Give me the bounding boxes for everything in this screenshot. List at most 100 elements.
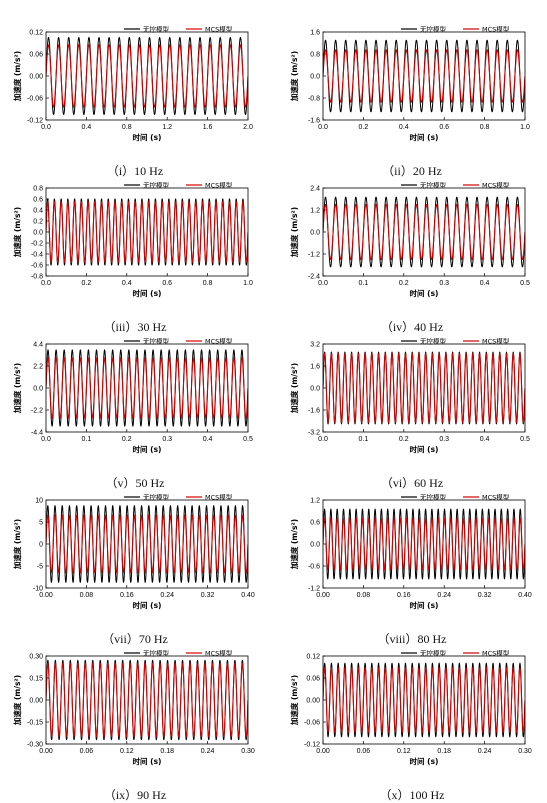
y-tick-label: 0.0 <box>310 229 320 236</box>
panel-caption: （i）10 Hz <box>106 164 164 178</box>
x-tick-label: 1.2 <box>162 124 172 131</box>
chart-svg: 0.0 0.4 0.8 1.2 1.6 2.0 -0.12 -0.06 0.00 0.06 0.12… <box>12 24 253 142</box>
y-tick-label: -4.4 <box>31 429 43 436</box>
panel-caption: （iii）30 Hz <box>103 320 167 334</box>
legend-label: MCS模型 <box>482 180 510 189</box>
y-tick-label: 0.12 <box>29 29 43 36</box>
chart-svg: 0.00 0.08 0.16 0.24 0.32 0.40 -1.2 -0.6 0.0 0.6 1.… <box>289 492 532 610</box>
x-tick-label: 0.0 <box>41 124 51 131</box>
chart-svg: 0.00 0.06 0.12 0.18 0.24 0.30 -0.30 -0.15 0.00 0.… <box>12 648 255 766</box>
x-axis-title: 时间 (s) <box>133 132 162 142</box>
legend-label: 无控模型 <box>143 648 170 657</box>
x-tick-label: 0.4 <box>203 436 213 443</box>
legend-label: 无控模型 <box>420 492 447 501</box>
x-tick-label: 0.24 <box>478 748 492 755</box>
x-axis-title: 时间 (s) <box>410 444 439 454</box>
y-tick-label: -5 <box>37 563 43 570</box>
legend-label: 无控模型 <box>420 180 447 189</box>
x-tick-label: 0.40 <box>518 592 532 599</box>
panel-caption: （viii）80 Hz <box>377 632 447 646</box>
x-tick-label: 0.0 <box>41 436 51 443</box>
legend-label: MCS模型 <box>482 492 510 501</box>
y-tick-label: 1.2 <box>310 497 320 504</box>
y-tick-label: -0.15 <box>27 719 43 726</box>
x-tick-label: 0.30 <box>518 748 532 755</box>
x-tick-label: 0.3 <box>162 436 172 443</box>
x-tick-label: 0.5 <box>243 436 253 443</box>
y-tick-label: 0.6 <box>310 519 320 526</box>
y-tick-label: 0.4 <box>33 207 43 214</box>
x-tick-label: 0.32 <box>201 592 215 599</box>
x-tick-label: 0.12 <box>120 748 134 755</box>
y-tick-label: 2.2 <box>33 363 43 370</box>
y-axis-title: 加速度 (m/s²) <box>289 207 299 258</box>
y-tick-label: 0.15 <box>29 675 43 682</box>
legend-label: MCS模型 <box>482 336 510 345</box>
x-axis-title: 时间 (s) <box>133 444 162 454</box>
y-axis-title: 加速度 (m/s²) <box>12 363 22 414</box>
panel-caption: （vi）60 Hz <box>380 476 444 490</box>
y-tick-label: -0.4 <box>31 251 43 258</box>
x-tick-label: 0.08 <box>357 592 371 599</box>
y-tick-label: 0.06 <box>29 51 43 58</box>
y-tick-label: 0.8 <box>33 185 43 192</box>
legend-label: 无控模型 <box>420 24 447 33</box>
y-axis-title: 加速度 (m/s²) <box>12 519 22 570</box>
x-tick-label: 0.3 <box>439 280 449 287</box>
x-tick-label: 0.00 <box>39 748 53 755</box>
y-tick-label: 10 <box>35 497 43 504</box>
panel-caption: （v）50 Hz <box>105 476 165 490</box>
chart-svg: 0.0 0.2 0.4 0.6 0.8 1.0 -0.8 -0.6 -0.4 -0.2 0.0 0.2… <box>12 180 253 298</box>
legend-label: MCS模型 <box>205 336 233 345</box>
x-axis-title: 时间 (s) <box>133 288 162 298</box>
panel-caption: （ii）20 Hz <box>382 164 442 178</box>
x-tick-label: 0.24 <box>437 592 451 599</box>
legend-label: MCS模型 <box>205 180 233 189</box>
x-tick-label: 0.30 <box>241 748 255 755</box>
x-tick-label: 0.40 <box>241 592 255 599</box>
x-tick-label: 0.4 <box>82 124 92 131</box>
mcs-model-line <box>46 662 248 738</box>
y-tick-label: -3.2 <box>308 429 320 436</box>
chart-svg: 0.00 0.08 0.16 0.24 0.32 0.40 -10 -5 0 5 10 时间 (s) 加… <box>12 492 255 610</box>
legend-label: MCS模型 <box>482 648 510 657</box>
chart-panel: 0.00 0.06 0.12 0.18 0.24 0.30 -0.12 -0.06 0.00 0.… <box>277 646 547 802</box>
mcs-model-line <box>46 514 248 574</box>
x-tick-label: 0.8 <box>480 124 490 131</box>
x-tick-label: 0.8 <box>203 280 213 287</box>
x-axis-title: 时间 (s) <box>410 600 439 610</box>
panel-caption: （ix）90 Hz <box>103 788 167 802</box>
mcs-model-line <box>46 200 248 264</box>
x-tick-label: 0.2 <box>82 280 92 287</box>
x-tick-label: 2.0 <box>243 124 253 131</box>
x-tick-label: 0.08 <box>80 592 94 599</box>
y-tick-label: -1.6 <box>308 407 320 414</box>
y-tick-label: 1.6 <box>310 363 320 370</box>
x-tick-label: 0.16 <box>120 592 134 599</box>
x-tick-label: 0.3 <box>439 436 449 443</box>
y-tick-label: 5 <box>39 519 43 526</box>
mcs-model-line <box>323 352 525 424</box>
legend-label: MCS模型 <box>482 24 510 33</box>
x-tick-label: 0.2 <box>359 124 369 131</box>
chart-svg: 0.0 0.1 0.2 0.3 0.4 0.5 -2.4 -1.2 0.0 1.2 2.4 时间 (s… <box>289 180 530 298</box>
x-tick-label: 0.06 <box>80 748 94 755</box>
y-tick-label: 1.6 <box>310 29 320 36</box>
y-tick-label: 2.4 <box>310 185 320 192</box>
x-tick-label: 0.32 <box>478 592 492 599</box>
y-tick-label: 0.00 <box>306 697 320 704</box>
x-tick-label: 0.00 <box>39 592 53 599</box>
chart-svg: 0.0 0.1 0.2 0.3 0.4 0.5 -4.4 -2.2 0.0 2.2 4.4 时间 (s… <box>12 336 253 454</box>
y-tick-label: 0.12 <box>306 653 320 660</box>
y-tick-label: -0.8 <box>308 95 320 102</box>
y-tick-label: -10 <box>33 585 43 592</box>
mcs-model-line <box>46 357 248 419</box>
x-tick-label: 0.2 <box>399 280 409 287</box>
legend-label: 无控模型 <box>420 648 447 657</box>
legend-label: 无控模型 <box>143 336 170 345</box>
panel-caption: （x）100 Hz <box>379 788 445 802</box>
y-tick-label: 4.4 <box>33 341 43 348</box>
x-tick-label: 0.1 <box>359 280 369 287</box>
chart-svg: 0.0 0.1 0.2 0.3 0.4 0.5 -3.2 -1.6 0.0 1.6 3.2 时间 (s… <box>289 336 530 454</box>
x-tick-label: 0.00 <box>316 748 330 755</box>
